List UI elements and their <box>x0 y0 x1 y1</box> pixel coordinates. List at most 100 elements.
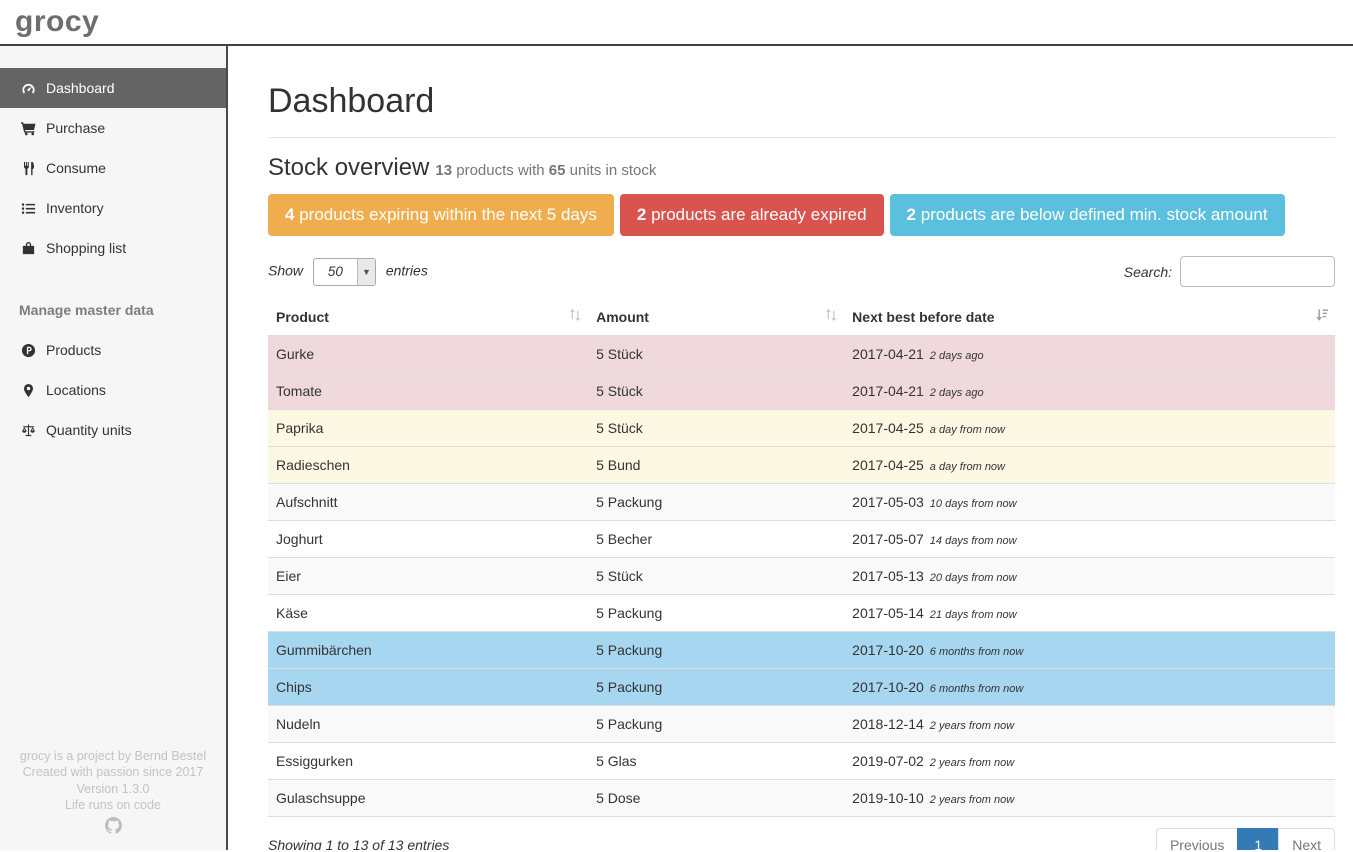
product-cell: Joghurt <box>268 520 589 558</box>
date-cell: 2017-05-07 14 days from now <box>844 520 1335 558</box>
date-cell: 2017-04-21 2 days ago <box>844 336 1335 373</box>
product-cell: Gummibärchen <box>268 631 589 669</box>
sidebar-item-products[interactable]: Products <box>0 330 226 370</box>
date-value: 2019-07-02 <box>852 753 924 769</box>
next-page-button[interactable]: Next <box>1278 828 1335 850</box>
product-cell: Käse <box>268 594 589 632</box>
sidebar-item-purchase[interactable]: Purchase <box>0 108 226 148</box>
title-divider <box>268 137 1335 138</box>
date-cell: 2017-10-20 6 months from now <box>844 668 1335 706</box>
page-size-select[interactable]: 50 ▼ <box>312 257 376 286</box>
table-row: Eier 5 Stück 2017-05-13 20 days from now <box>268 557 1335 595</box>
pagination: Previous 1 Next <box>1155 828 1335 850</box>
column-header-amount[interactable]: Amount <box>588 301 845 336</box>
date-cell: 2019-10-10 2 years from now <box>844 779 1335 817</box>
date-cell: 2017-04-21 2 days ago <box>844 372 1335 410</box>
product-cell: Gurke <box>276 346 315 362</box>
sidebar-item-shopping-list[interactable]: Shopping list <box>0 228 226 268</box>
table-row: Essiggurken 5 Glas 2019-07-02 2 years fro… <box>268 742 1335 780</box>
sidebar-item-quantity-units[interactable]: Quantity units <box>0 410 226 450</box>
sidebar-item-inventory[interactable]: Inventory <box>0 188 226 228</box>
stock-summary: 13 products with 65 units in stock <box>435 162 657 179</box>
top-header: grocy <box>0 0 1353 46</box>
shopping-cart-icon <box>19 120 37 136</box>
amount-cell: 5 Bund <box>588 446 845 484</box>
chevron-down-icon: ▼ <box>356 258 375 285</box>
timeago-text: 2 days ago <box>929 387 984 399</box>
grocy-logo[interactable]: grocy <box>15 5 100 38</box>
column-header-date[interactable]: Next best before date <box>844 301 1335 336</box>
sidebar: Dashboard Purchase Consume Inventory Sho… <box>0 46 228 850</box>
table-row: Joghurt 5 Becher 2017-05-07 14 days from … <box>268 520 1335 558</box>
badge-label: products are already expired <box>651 205 867 224</box>
footer-line: Created with passion since 2017 <box>22 765 204 779</box>
sidebar-item-dashboard[interactable]: Dashboard <box>0 68 226 108</box>
status-badge[interactable]: 2 products are below defined min. stock … <box>889 194 1285 236</box>
date-value: 2017-10-20 <box>852 642 924 658</box>
product-cell: Essiggurken <box>268 742 589 780</box>
date-value: 2018-12-14 <box>852 716 924 732</box>
amount-cell: 5 Packung <box>588 668 845 706</box>
sidebar-item-locations[interactable]: Locations <box>0 370 226 410</box>
product-cell: Paprika <box>268 409 589 447</box>
table-row: Paprika 5 Stück 2017-04-25 a day from now <box>268 409 1335 447</box>
badge-label: products expiring within the next 5 days <box>299 205 597 224</box>
sort-icon <box>824 308 838 325</box>
table-row: Käse 5 Packung 2017-05-14 21 days from no… <box>268 594 1335 632</box>
status-badge[interactable]: 4 products expiring within the next 5 da… <box>268 194 614 236</box>
amount-cell: 5 Becher <box>588 520 845 558</box>
entries-info: Showing 1 to 13 of 13 entries <box>268 837 450 850</box>
product-cell: Gulaschsuppe <box>268 779 589 817</box>
sidebar-item-label: Dashboard <box>46 80 115 96</box>
product-cell: Aufschnitt <box>268 483 589 521</box>
date-value: 2017-04-21 <box>852 383 924 399</box>
previous-page-button[interactable]: Previous <box>1155 828 1239 850</box>
product-cell: Chips <box>268 668 589 706</box>
table-row: Gulaschsuppe 5 Dose 2019-10-10 2 years fr… <box>268 779 1335 817</box>
date-value: 2017-04-21 <box>852 346 924 362</box>
sidebar-item-label: Locations <box>46 382 106 398</box>
date-value: 2019-10-10 <box>852 790 924 806</box>
date-cell: 2017-10-20 6 months from now <box>844 631 1335 669</box>
table-row: Nudeln 5 Packung 2018-12-14 2 years from … <box>268 705 1335 743</box>
product-cell: Tomate <box>268 372 589 410</box>
date-value: 2017-05-03 <box>852 494 924 510</box>
stock-overview-title: Stock overview <box>268 154 430 181</box>
status-badge[interactable]: 2 products are already expired <box>619 194 884 236</box>
timeago-text: a day from now <box>929 461 1005 473</box>
amount-cell: 5 Packung <box>588 705 845 743</box>
map-marker-icon <box>19 382 37 398</box>
timeago-text: 14 days from now <box>929 535 1017 547</box>
column-header-product[interactable]: Product <box>268 301 589 336</box>
github-icon[interactable] <box>0 816 226 839</box>
sidebar-main-nav: Dashboard Purchase Consume Inventory Sho… <box>0 68 226 268</box>
amount-cell: 5 Packung <box>588 483 845 521</box>
sidebar-item-consume[interactable]: Consume <box>0 148 226 188</box>
search-input[interactable] <box>1180 256 1335 287</box>
amount-cell: 5 Packung <box>588 631 845 669</box>
sort-amount-asc-icon <box>1315 308 1329 325</box>
date-cell: 2017-05-13 20 days from now <box>844 557 1335 595</box>
table-row: Chips 5 Packung 2017-10-20 6 months from … <box>268 668 1335 706</box>
sidebar-master-nav: Products Locations Quantity units <box>0 330 226 450</box>
timeago-text: 10 days from now <box>929 498 1017 510</box>
amount-cell: 5 Glas <box>588 742 845 780</box>
table-row: Gurke 5 Stück 2017-04-21 2 days ago <box>268 335 1335 373</box>
amount-cell: 5 Stück <box>588 372 845 410</box>
amount-cell: 5 Packung <box>588 594 845 632</box>
stock-table: Product Amount Next best before date <box>268 301 1335 817</box>
main-content: Dashboard Stock overview 13 products with… <box>228 46 1353 850</box>
table-controls: Show 50 ▼ entries Search: <box>268 256 1335 287</box>
page-1-button[interactable]: 1 <box>1237 828 1280 850</box>
footer-line: Life runs on code <box>65 798 161 812</box>
page-title: Dashboard <box>268 82 435 120</box>
timeago-text: 20 days from now <box>929 572 1017 584</box>
table-row: Gummibärchen 5 Packung 2017-10-20 6 month… <box>268 631 1335 669</box>
sidebar-item-label: Consume <box>46 160 106 176</box>
footer-line: Version 1.3.0 <box>76 781 150 796</box>
date-cell: 2017-05-14 21 days from now <box>844 594 1335 632</box>
date-cell: 2018-12-14 2 years from now <box>844 705 1335 743</box>
sidebar-item-label: Quantity units <box>46 422 132 438</box>
balance-scale-icon <box>19 422 37 438</box>
timeago-text: 21 days from now <box>929 609 1017 621</box>
